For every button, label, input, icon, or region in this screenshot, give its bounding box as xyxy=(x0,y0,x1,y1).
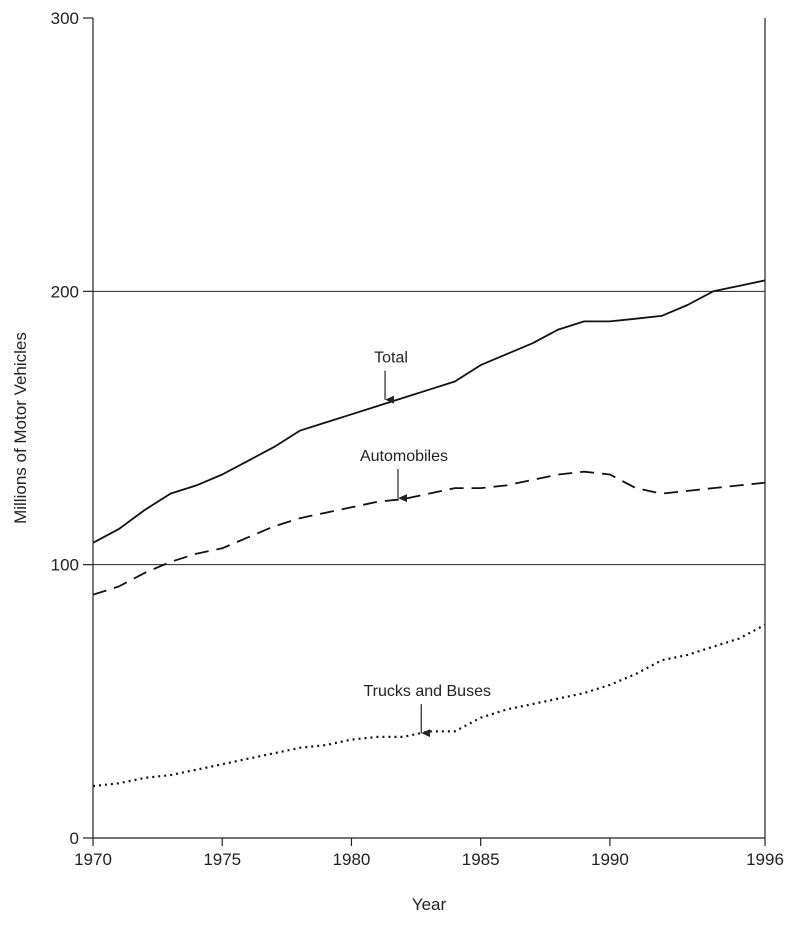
y-tick-label: 100 xyxy=(51,556,79,575)
series-line-trucks-and-buses xyxy=(92,623,766,788)
annotation-label-total: Total xyxy=(374,350,408,367)
x-tick-label: 1996 xyxy=(746,850,784,869)
series-line-total xyxy=(92,279,766,544)
plot-frame xyxy=(92,18,766,839)
x-tick-label: 1990 xyxy=(591,850,629,869)
y-tick-label: 300 xyxy=(51,9,79,28)
series-lines xyxy=(92,279,766,788)
y-tick-label: 0 xyxy=(70,829,79,848)
annotations: Total Automobiles Trucks and Buses xyxy=(360,350,491,738)
series-line-automobiles xyxy=(92,470,766,596)
y-tick-label: 200 xyxy=(51,282,79,301)
y-axis-title: Millions of Motor Vehicles xyxy=(11,332,30,524)
x-tick-label: 1970 xyxy=(74,850,112,869)
x-axis-title: Year xyxy=(412,895,447,914)
x-tick-label: 1975 xyxy=(203,850,241,869)
axis-ticks: 0 100 200 300 1970 1975 1980 1985 1990 1996 xyxy=(51,9,784,869)
annotation-label-trucks-and-buses: Trucks and Buses xyxy=(364,683,491,700)
gridlines xyxy=(93,290,765,566)
x-tick-label: 1980 xyxy=(333,850,371,869)
x-tick-label: 1985 xyxy=(462,850,500,869)
annotation-label-automobiles: Automobiles xyxy=(360,448,448,465)
